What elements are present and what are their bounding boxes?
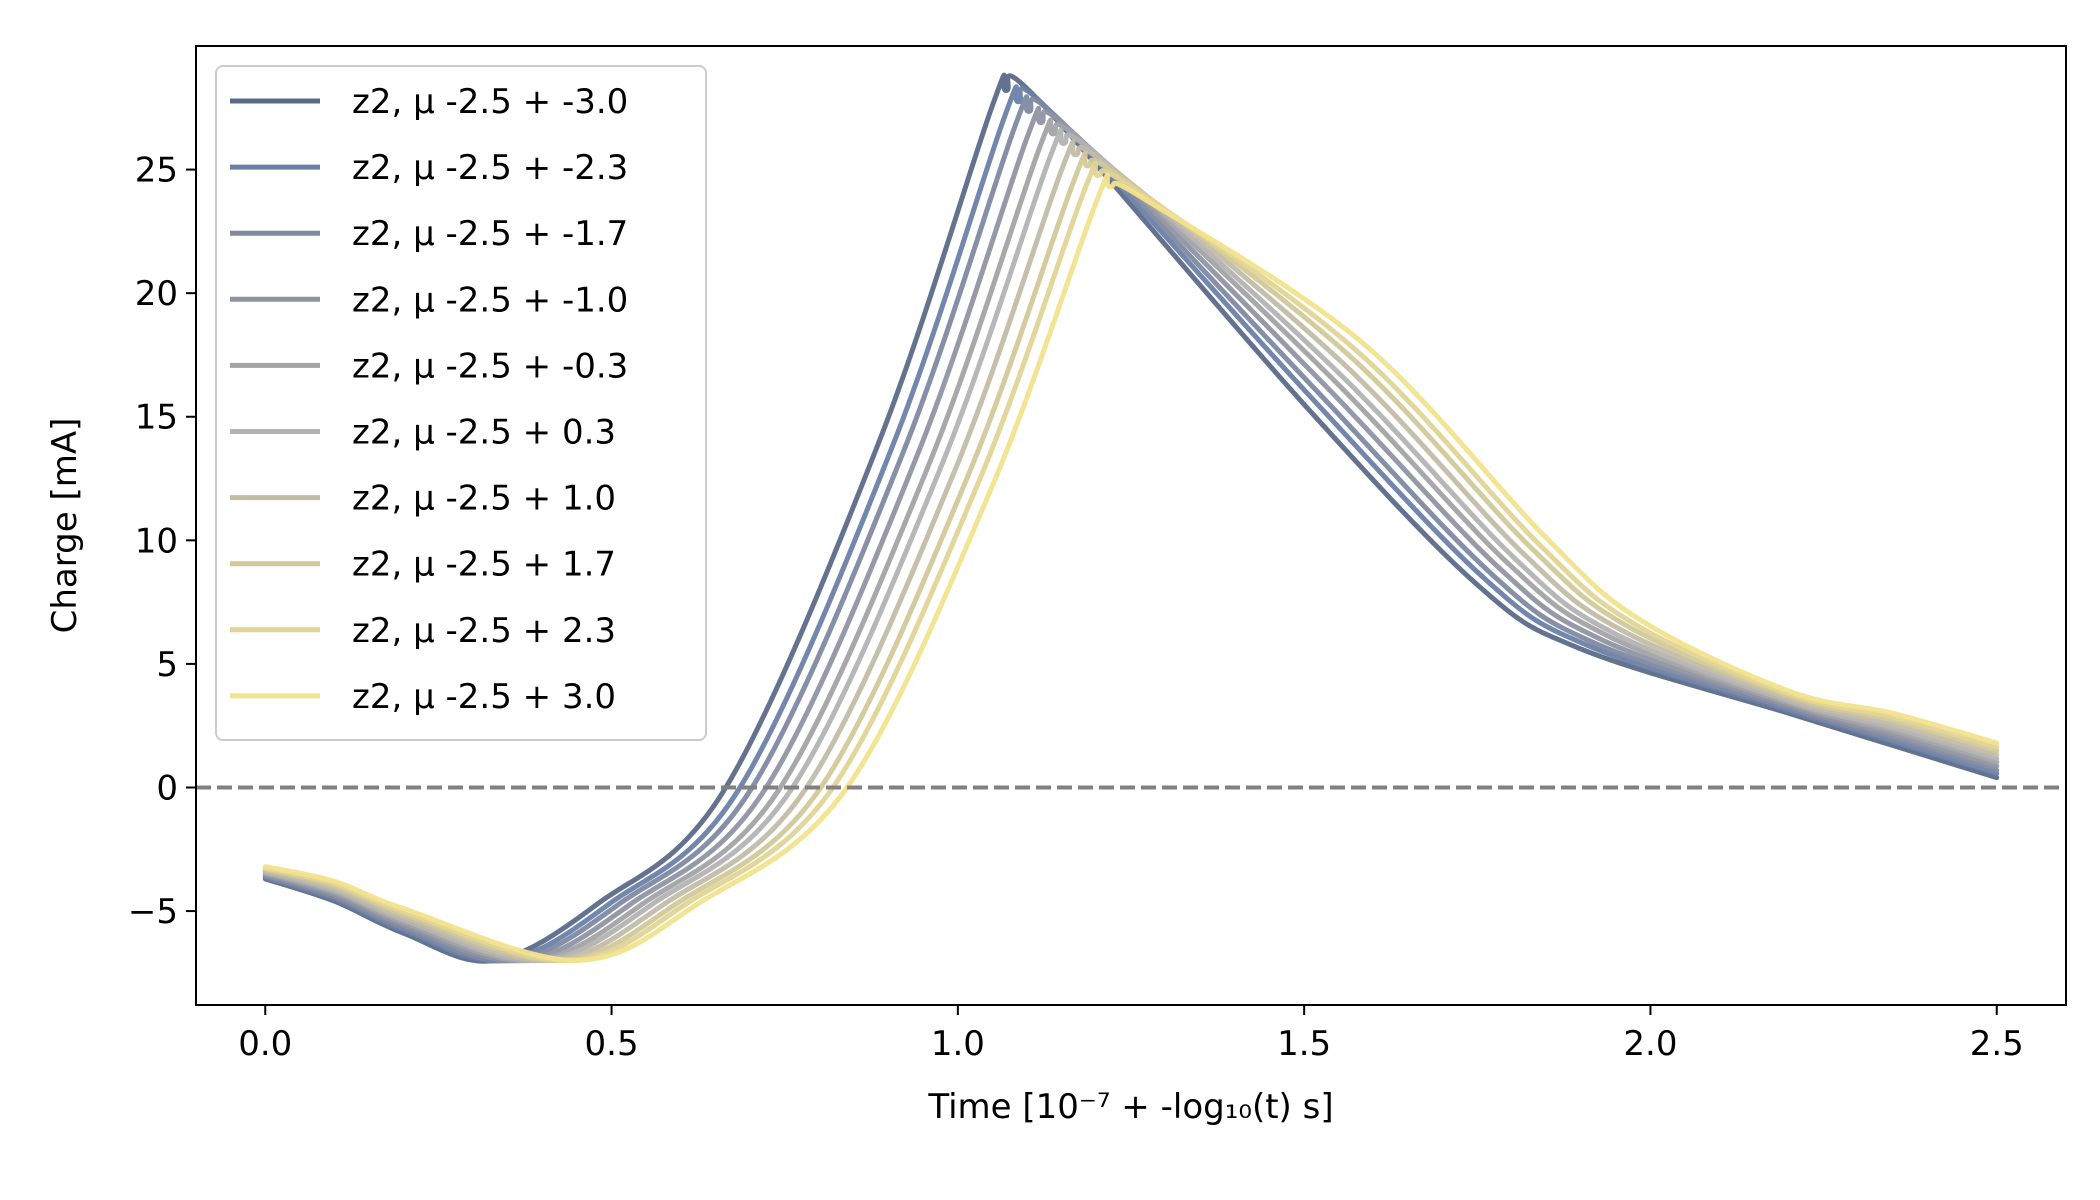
legend-entry-3: z2, μ -2.5 + -1.0 xyxy=(352,280,628,320)
legend-entry-9: z2, μ -2.5 + 3.0 xyxy=(352,677,616,717)
legend-entry-6: z2, μ -2.5 + 1.0 xyxy=(352,479,616,519)
legend-entry-2: z2, μ -2.5 + -1.7 xyxy=(352,214,628,254)
y-tick-label: 5 xyxy=(156,645,178,685)
x-tick-label: 1.5 xyxy=(1277,1024,1331,1064)
legend-entry-8: z2, μ -2.5 + 2.3 xyxy=(352,611,616,651)
y-tick-label: 15 xyxy=(135,398,178,438)
x-tick-label: 1.0 xyxy=(931,1024,985,1064)
x-tick-label: 2.0 xyxy=(1623,1024,1677,1064)
y-axis-label: Charge [mA] xyxy=(45,418,85,634)
legend-entry-0: z2, μ -2.5 + -3.0 xyxy=(352,82,628,122)
y-tick-label: 20 xyxy=(135,274,178,314)
y-tick-label: −5 xyxy=(128,892,178,932)
y-tick-label: 10 xyxy=(135,521,178,561)
x-tick-label: 0.0 xyxy=(238,1024,292,1064)
plot-frame xyxy=(195,45,2067,1006)
x-axis-label: Time [10⁻⁷ + -log₁₀(t) s] xyxy=(927,1087,1333,1127)
legend-entry-7: z2, μ -2.5 + 1.7 xyxy=(352,545,616,585)
series-line-9 xyxy=(262,172,2000,964)
legend-entry-1: z2, μ -2.5 + -2.3 xyxy=(352,148,628,188)
legend-entry-5: z2, μ -2.5 + 0.3 xyxy=(352,413,616,453)
legend-box xyxy=(215,65,707,741)
y-tick-label: 0 xyxy=(156,768,178,808)
y-tick-label: 25 xyxy=(135,151,178,191)
x-tick-label: 2.5 xyxy=(1970,1024,2024,1064)
y-axis: −5 0 5 10 15 20 25 xyxy=(128,151,196,932)
series-layer xyxy=(262,72,2000,964)
legend-entry-4: z2, μ -2.5 + -0.3 xyxy=(352,346,628,386)
x-axis: 0.0 0.5 1.0 1.5 2.0 2.5 xyxy=(238,1005,2024,1064)
x-tick-label: 0.5 xyxy=(585,1024,639,1064)
legend: z2, μ -2.5 + -3.0 z2, μ -2.5 + -2.3 z2, μ … xyxy=(215,65,707,741)
